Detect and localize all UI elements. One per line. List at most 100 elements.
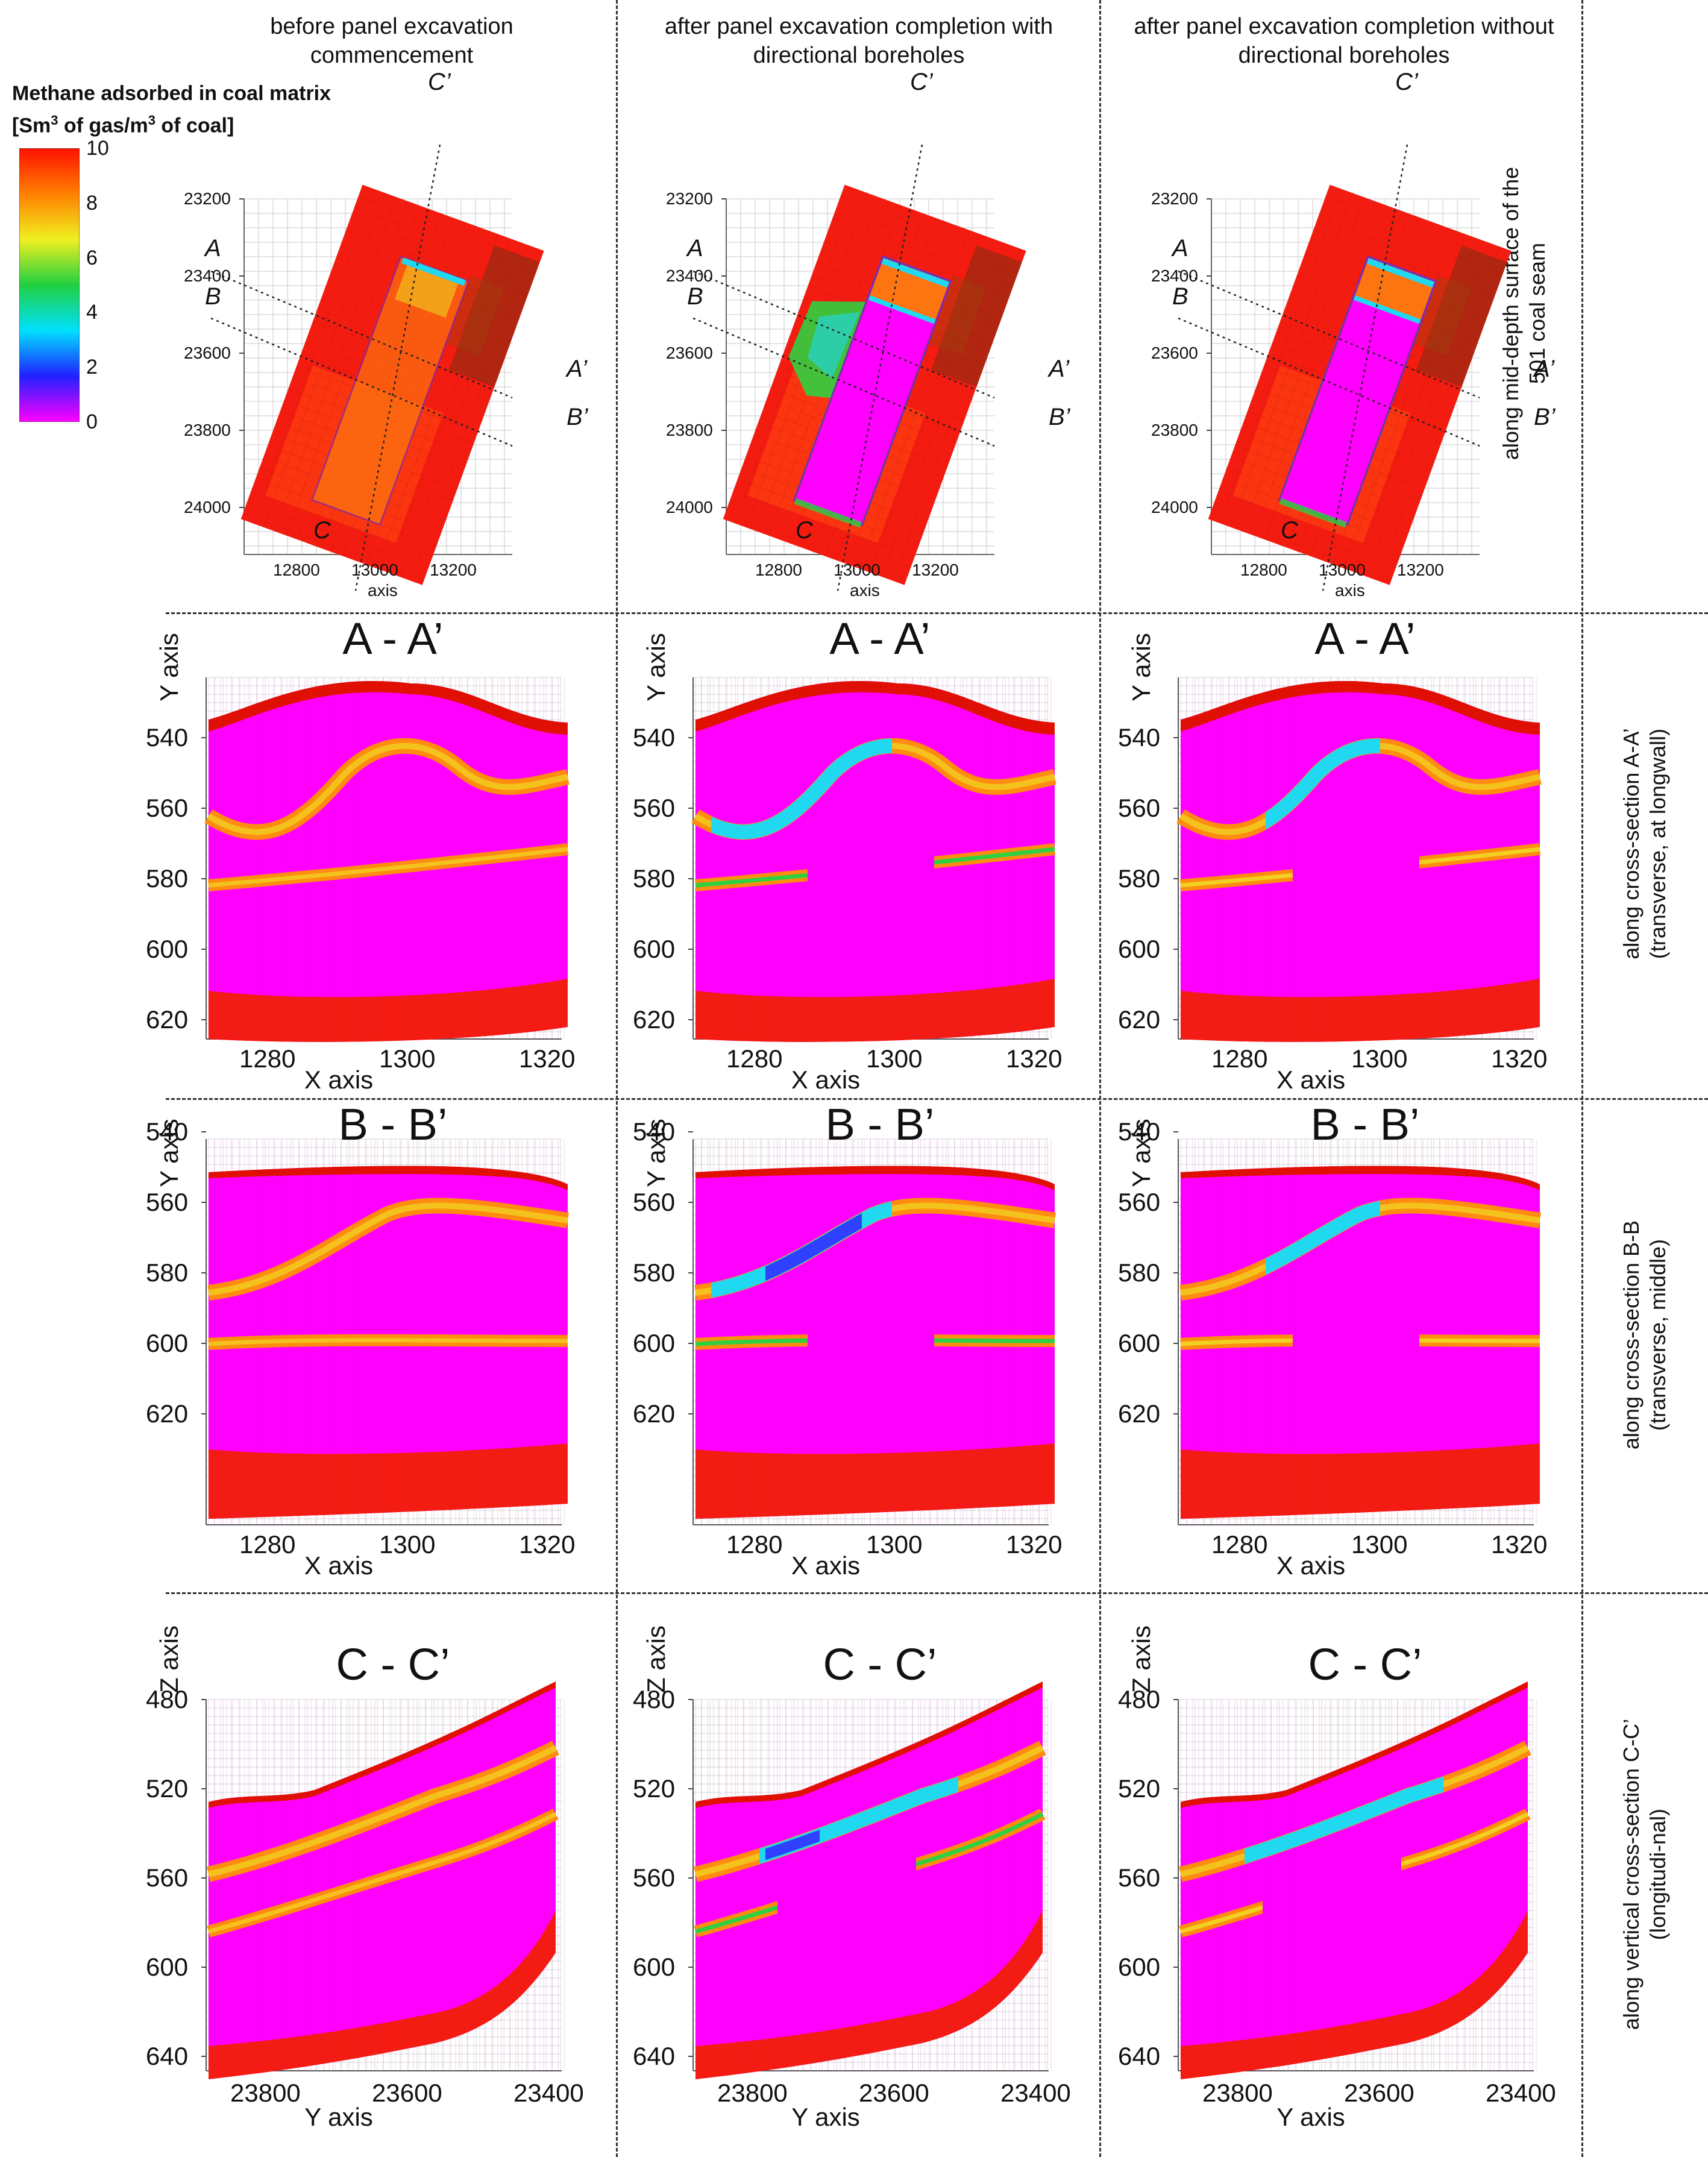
section-seam-upper-core xyxy=(207,743,569,835)
section-seam-drained xyxy=(711,738,892,840)
map-y-tick-24000: 24000 xyxy=(1151,498,1198,516)
section-x-tick-23600: 23600 xyxy=(372,2079,442,2107)
map-section-label-1: B xyxy=(687,283,703,310)
section-y-tick-540: 540 xyxy=(146,723,189,752)
section-x-axis-label: X axis xyxy=(304,1551,374,1580)
section-y-tick-580: 580 xyxy=(1118,864,1161,893)
section-cc-before: C - C’ Z axis 480 520 560 600 640 23800 23600 234… xyxy=(134,1597,592,2157)
map-section-label-4: C xyxy=(1281,517,1298,544)
section-y-tick-580: 580 xyxy=(146,1258,189,1287)
section-y-tick-600: 600 xyxy=(146,935,189,963)
section-y-tick-620: 620 xyxy=(146,1399,189,1428)
section-x-tick-1300: 1300 xyxy=(1351,1530,1408,1559)
section-aa-without-boreholes: A - A’ Y axis 540 560 580 600 620 1280 1300 1320 X… xyxy=(1106,614,1564,1094)
map-section-label-3: B’ xyxy=(1534,404,1556,430)
map-cell-line xyxy=(1208,184,1330,520)
section-x-axis-label: X axis xyxy=(791,1551,861,1580)
section-x-tick-23400: 23400 xyxy=(513,2079,584,2107)
section-magenta-body xyxy=(695,1681,1043,2079)
map-cell-line xyxy=(286,201,409,536)
map-x-tick-13000: 13000 xyxy=(351,560,398,579)
map-cell-line xyxy=(422,251,544,585)
section-bb-with-boreholes: B - B’ Y axis 540 560 580 600 620 1280 1300 1320 X… xyxy=(621,1099,1079,1590)
map-cell-line xyxy=(388,238,510,573)
map-cell-line xyxy=(1214,501,1396,568)
map-y-tick-23600: 23600 xyxy=(666,344,713,362)
section-y-tick-540: 540 xyxy=(633,723,676,752)
map-y-tick-23400: 23400 xyxy=(1151,266,1198,285)
section-y-tick-600: 600 xyxy=(1118,1953,1161,1981)
section-x-tick-23600: 23600 xyxy=(1344,2079,1414,2107)
legend-tick-10: 10 xyxy=(86,137,109,160)
section-y-tick-560: 560 xyxy=(146,1863,189,1892)
legend-units-sup: 3 xyxy=(51,113,58,128)
map-cell-line xyxy=(1253,201,1376,536)
section-y-tick-620: 620 xyxy=(633,1399,676,1428)
section-y-tick-540: 540 xyxy=(1118,1117,1161,1146)
section-x-tick-1280: 1280 xyxy=(726,1044,783,1073)
section-y-tick-640: 640 xyxy=(146,2042,189,2070)
map-cell-line xyxy=(1317,218,1499,285)
map-model-domain xyxy=(723,184,1026,585)
section-svg xyxy=(1173,677,1542,1042)
column-divider-3 xyxy=(1581,0,1583,2157)
section-seam-upper-core xyxy=(207,1745,557,1877)
map-cell-line xyxy=(1321,207,1503,274)
section-title: B - B’ xyxy=(825,1099,935,1149)
section-bottom-red-layer xyxy=(209,1443,568,1519)
column-header-without-boreholes: after panel excavation completion withou… xyxy=(1134,14,1554,68)
section-y-tick-520: 520 xyxy=(146,1774,189,1803)
map-section-label-0: A xyxy=(1172,235,1188,262)
section-y-tick-540: 540 xyxy=(633,1117,676,1146)
map-x-tick-13200: 13200 xyxy=(430,560,477,579)
section-x-tick-1320: 1320 xyxy=(519,1044,576,1073)
section-aa-with-boreholes: A - A’ Y axis 540 560 580 600 620 1280 1300 1320 X… xyxy=(621,614,1079,1094)
section-title: A - A’ xyxy=(829,614,931,664)
section-seam-lower-core xyxy=(208,1812,557,1934)
map-y-tick-23800: 23800 xyxy=(1151,421,1198,439)
legend-tick-6: 6 xyxy=(86,246,98,269)
section-x-tick-23800: 23800 xyxy=(717,2079,788,2107)
section-top-red-layer xyxy=(695,1166,1055,1190)
map-section-label-2: A’ xyxy=(1534,356,1555,382)
map-section-label-1: B xyxy=(205,283,221,310)
section-x-tick-1280: 1280 xyxy=(239,1044,296,1073)
section-x-tick-1320: 1320 xyxy=(1006,1530,1063,1559)
map-x-tick-13200: 13200 xyxy=(1397,560,1444,579)
section-y-tick-600: 600 xyxy=(1118,1329,1161,1357)
section-cc-without-boreholes: C - C’ Z axis 480 520 560 600 640 23800 23600 234… xyxy=(1106,1597,1564,2157)
map-cell-line xyxy=(240,184,363,520)
map-cell-line xyxy=(1218,490,1400,557)
row-divider-2 xyxy=(166,1098,1708,1100)
map-cell-line xyxy=(725,513,907,580)
map-y-tick-23400: 23400 xyxy=(184,266,231,285)
section-top-red-layer xyxy=(1181,680,1540,735)
map-x-tick-13000: 13000 xyxy=(1319,560,1366,579)
map-cell-line xyxy=(1330,184,1512,251)
section-x-axis-label: X axis xyxy=(1276,1066,1346,1094)
map-panel-with-boreholes: 23200 23400 23600 23800 24000 12800 13000 13200… xyxy=(633,69,1070,609)
section-bottom-red-layer xyxy=(695,979,1055,1042)
map-dark-zone xyxy=(449,245,540,387)
map-panel-unmined xyxy=(869,258,950,322)
legend-units-pre: [Sm xyxy=(12,114,51,137)
section-bb-without-boreholes: B - B’ Y axis 540 560 580 600 620 1280 1300 1320 X… xyxy=(1106,1099,1564,1590)
map-cell-line xyxy=(1389,251,1512,585)
section-seam-lower-core xyxy=(208,1338,568,1346)
map-panel-without-boreholes: 23200 23400 23600 23800 24000 12800 13000 13200… xyxy=(1118,69,1556,609)
map-cell-line xyxy=(1210,513,1392,580)
map-cell-line xyxy=(251,490,433,557)
section-y-tick-560: 560 xyxy=(1118,794,1161,822)
section-seam-upper-core xyxy=(208,1202,568,1296)
map-x-tick-13000: 13000 xyxy=(834,560,881,579)
map-cell-line xyxy=(354,207,536,274)
section-x-tick-23800: 23800 xyxy=(230,2079,301,2107)
map-panel-edge-mid xyxy=(1353,295,1421,324)
map-y-tick-23200: 23200 xyxy=(184,189,231,208)
map-section-label-4: C xyxy=(313,517,331,544)
map-cell-line xyxy=(881,242,1004,577)
section-x-axis-label: Y axis xyxy=(304,2103,373,2131)
section-x-axis-label: Y axis xyxy=(1276,2103,1345,2131)
legend-units-post: of coal] xyxy=(155,114,234,137)
section-bottom-red-layer xyxy=(209,979,568,1042)
